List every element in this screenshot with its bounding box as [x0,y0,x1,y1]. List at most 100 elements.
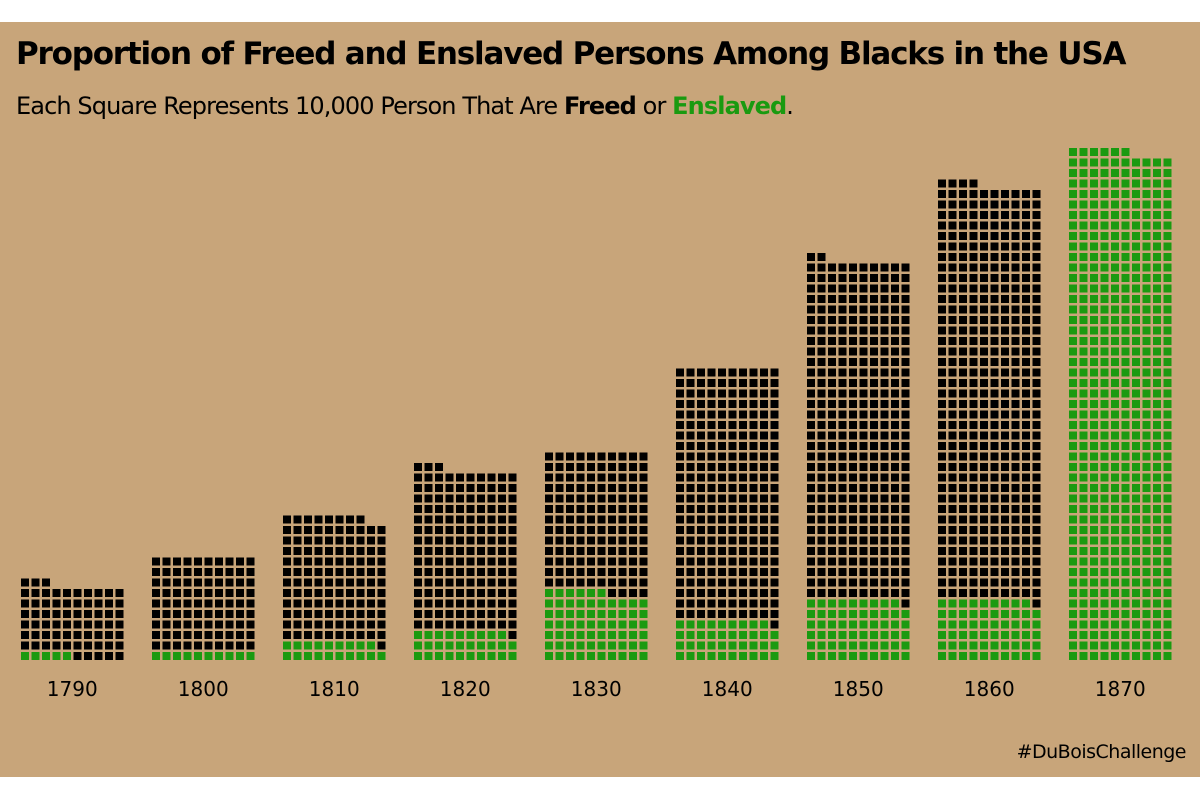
freed-square [1132,631,1140,639]
enslaved-square [901,557,910,566]
freed-square [990,599,999,608]
freed-square [608,610,616,618]
enslaved-square [477,557,485,566]
freed-square [1132,599,1140,608]
enslaved-square [466,536,475,545]
enslaved-square [880,347,889,356]
enslaved-square [1022,200,1030,209]
freed-square [1132,494,1140,503]
freed-square [1121,410,1130,419]
enslaved-square [1022,284,1030,293]
enslaved-square [870,410,878,419]
enslaved-square [901,452,910,461]
enslaved-square [770,389,779,398]
enslaved-square [749,389,758,398]
enslaved-square [849,358,857,366]
enslaved-square [959,463,967,471]
freed-square [1153,526,1161,534]
freed-square [597,610,606,618]
freed-square [1153,431,1161,440]
enslaved-square [891,557,899,566]
enslaved-square [707,400,716,408]
chart-title: Proportion of Freed and Enslaved Persons… [16,36,1126,72]
enslaved-square [859,400,868,408]
freed-square [870,599,878,608]
enslaved-square [314,631,323,639]
enslaved-square [859,473,868,482]
freed-square [587,610,595,618]
enslaved-square [42,578,50,587]
freed-square [749,631,758,639]
freed-square [697,641,705,650]
enslaved-square [477,568,485,576]
enslaved-square [891,484,899,492]
enslaved-square [477,547,485,555]
freed-square [760,620,768,629]
freed-square [566,589,574,597]
enslaved-square [173,620,181,629]
enslaved-square [335,610,344,618]
freed-square [466,652,475,660]
freed-square [1153,190,1161,198]
enslaved-square [749,610,758,618]
enslaved-square [948,316,957,324]
enslaved-square [760,410,768,419]
freed-square [1090,211,1098,219]
enslaved-square [807,358,815,366]
enslaved-square [424,547,433,555]
freed-square [1153,473,1161,482]
enslaved-square [770,526,779,534]
enslaved-square [608,526,616,534]
enslaved-square [1011,347,1020,356]
enslaved-square [849,379,857,387]
enslaved-square [1022,505,1030,513]
enslaved-square [838,515,847,524]
enslaved-square [891,589,899,597]
enslaved-square [807,463,815,471]
enslaved-square [817,442,826,450]
freed-square [1090,442,1098,450]
enslaved-square [697,473,705,482]
enslaved-square [938,547,946,555]
enslaved-square [749,379,758,387]
freed-square [508,641,517,650]
enslaved-square [1011,232,1020,240]
freed-square [1153,589,1161,597]
enslaved-square [424,536,433,545]
enslaved-square [1011,400,1020,408]
enslaved-square [225,568,234,576]
enslaved-square [718,379,726,387]
freed-square [1100,505,1109,513]
freed-square [1111,379,1119,387]
enslaved-square [566,568,574,576]
x-tick-label: 1800 [178,677,229,701]
enslaved-square [959,263,967,272]
enslaved-square [1011,463,1020,471]
freed-square [445,641,454,650]
freed-square [1132,410,1140,419]
enslaved-square [566,536,574,545]
freed-square [629,620,637,629]
enslaved-square [849,347,857,356]
freed-square [1142,421,1151,429]
freed-square [1079,473,1088,482]
enslaved-square [435,526,443,534]
enslaved-square [414,557,422,566]
enslaved-square [1011,379,1020,387]
freed-square [728,652,737,660]
enslaved-square [194,578,202,587]
freed-square [1069,274,1077,282]
enslaved-square [293,631,302,639]
enslaved-square [162,620,171,629]
freed-square [959,631,967,639]
enslaved-square [990,410,999,419]
enslaved-square [1011,274,1020,282]
enslaved-square [445,610,454,618]
enslaved-square [52,641,61,650]
freed-square [1069,452,1077,461]
freed-square [1142,599,1151,608]
enslaved-square [346,620,354,629]
enslaved-square [445,557,454,566]
freed-square [1111,190,1119,198]
enslaved-square [969,421,978,429]
